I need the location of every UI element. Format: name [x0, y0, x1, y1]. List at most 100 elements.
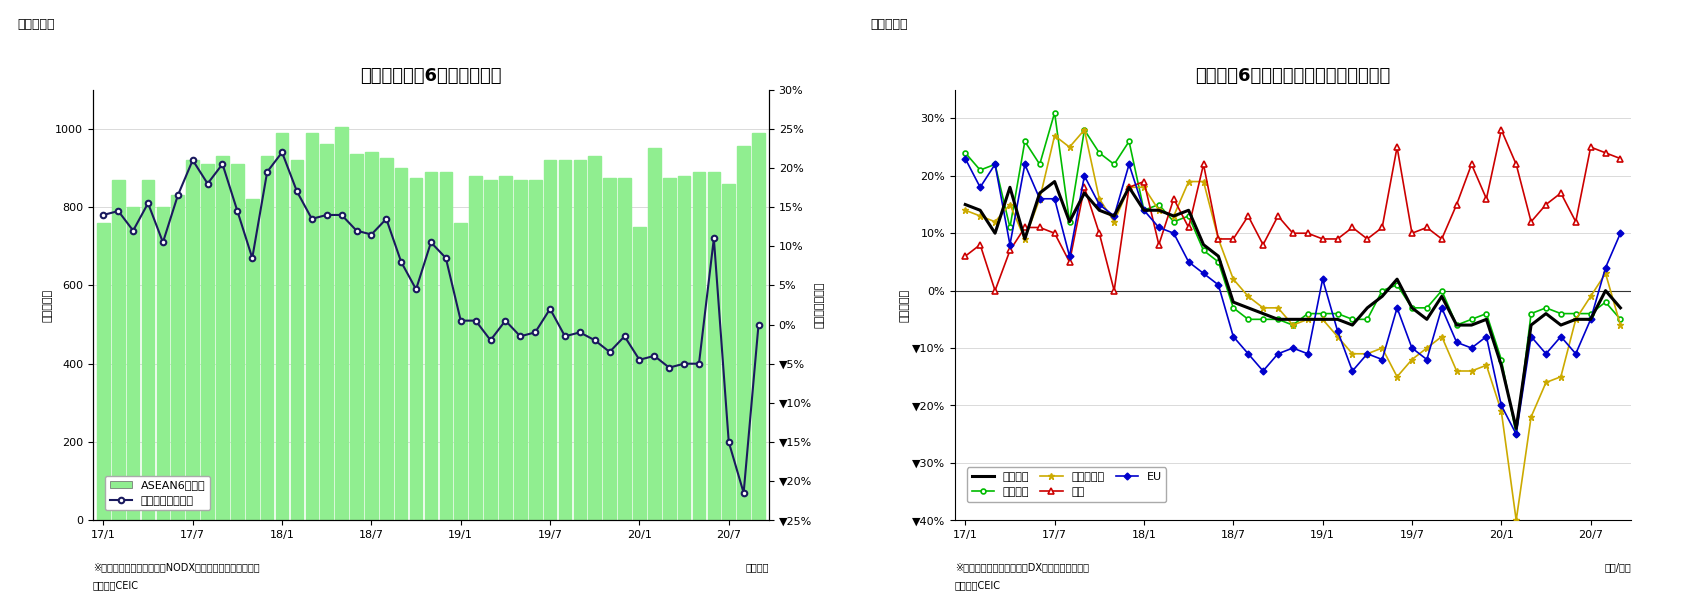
EU [1400, 344, 1420, 352]
東南アジア [1013, 236, 1034, 243]
Title: アセアン6ヵ国　仕向け地別の輸出動向: アセアン6ヵ国 仕向け地別の輸出動向 [1194, 68, 1390, 86]
北米 [1118, 184, 1138, 191]
東アジア [1356, 316, 1377, 323]
東アジア [1208, 258, 1228, 266]
輸出全体 [1579, 316, 1599, 323]
東アジア [1312, 310, 1333, 317]
東南アジア [1415, 344, 1436, 352]
北米 [969, 241, 990, 248]
北米 [1149, 241, 1169, 248]
EU [1103, 212, 1123, 219]
東アジア [1579, 310, 1599, 317]
北米 [1013, 224, 1034, 231]
輸出全体 [1223, 298, 1243, 306]
Bar [633, 227, 645, 520]
東南アジア [1088, 195, 1108, 202]
EU [1610, 230, 1630, 237]
北米 [1000, 247, 1020, 254]
EU [1564, 350, 1584, 358]
北米 [1192, 161, 1213, 168]
輸出全体 [1118, 184, 1138, 191]
Y-axis label: （前年比）: （前年比） [899, 288, 909, 322]
輸出全体 [1192, 241, 1213, 248]
Bar [752, 133, 765, 520]
東アジア [1594, 298, 1615, 306]
東アジア [954, 150, 975, 157]
EU [1505, 431, 1525, 438]
東アジア [1133, 207, 1154, 214]
東南アジア [1223, 276, 1243, 283]
北米 [1103, 287, 1123, 294]
東南アジア [1356, 350, 1377, 358]
輸出全体 [1551, 322, 1571, 329]
Bar [291, 160, 302, 520]
北米 [1579, 144, 1599, 151]
輸出全体 [1208, 252, 1228, 260]
輸出全体 [1490, 362, 1510, 369]
Bar [365, 152, 378, 520]
輸出全体 [1387, 276, 1407, 283]
EU [1282, 344, 1302, 352]
北米 [1551, 190, 1571, 197]
東アジア [1103, 161, 1123, 168]
Bar [275, 133, 289, 520]
Bar [559, 160, 571, 520]
東南アジア [1177, 178, 1198, 185]
東アジア [1238, 316, 1258, 323]
北米 [1490, 126, 1510, 133]
Bar [350, 154, 363, 520]
東アジア [1490, 356, 1510, 363]
東南アジア [1579, 293, 1599, 300]
東アジア [1415, 304, 1436, 312]
Bar [157, 207, 169, 520]
Bar [216, 156, 228, 520]
EU [954, 155, 975, 162]
輸出全体 [1103, 212, 1123, 219]
EU [1118, 161, 1138, 168]
東南アジア [1341, 350, 1361, 358]
EU [1356, 350, 1377, 358]
北米 [1074, 184, 1094, 191]
輸出全体 [1267, 316, 1287, 323]
東南アジア [1103, 218, 1123, 225]
Y-axis label: （前年同月比）: （前年同月比） [814, 282, 824, 328]
Text: （年月）: （年月） [745, 562, 768, 572]
Bar [96, 223, 110, 520]
EU [1044, 195, 1064, 202]
EU [1192, 270, 1213, 277]
EU [1326, 327, 1346, 334]
Legend: 輸出全体, 東アジア, 東南アジア, 北米, EU: 輸出全体, 東アジア, 東南アジア, 北米, EU [966, 468, 1165, 502]
EU [1133, 207, 1154, 214]
Bar [692, 172, 704, 520]
EU [1149, 224, 1169, 231]
輸出全体 [1476, 316, 1496, 323]
輸出全体 [1505, 425, 1525, 432]
東アジア [1476, 310, 1496, 317]
東南アジア [1564, 316, 1584, 323]
輸出全体 [1133, 207, 1154, 214]
東アジア [1252, 316, 1272, 323]
EU [1164, 230, 1184, 237]
輸出全体 [1371, 293, 1392, 300]
北米 [1415, 224, 1436, 231]
Text: （図表２）: （図表２） [870, 18, 907, 31]
Bar [454, 223, 466, 520]
東アジア [1387, 281, 1407, 288]
輸出全体 [1282, 316, 1302, 323]
北米 [1356, 236, 1377, 243]
東南アジア [1371, 344, 1392, 352]
Line: 東南アジア: 東南アジア [961, 126, 1623, 524]
Text: （図表１）: （図表１） [17, 18, 54, 31]
東アジア [1074, 126, 1094, 133]
輸出全体 [1610, 304, 1630, 312]
輸出全体 [1297, 316, 1317, 323]
東アジア [1520, 310, 1540, 317]
北米 [1431, 236, 1451, 243]
Text: （資料）CEIC: （資料）CEIC [93, 580, 138, 590]
東アジア [1431, 287, 1451, 294]
東南アジア [1535, 379, 1556, 386]
東南アジア [1118, 184, 1138, 191]
EU [1371, 356, 1392, 363]
北米 [1326, 236, 1346, 243]
東アジア [1177, 212, 1198, 219]
